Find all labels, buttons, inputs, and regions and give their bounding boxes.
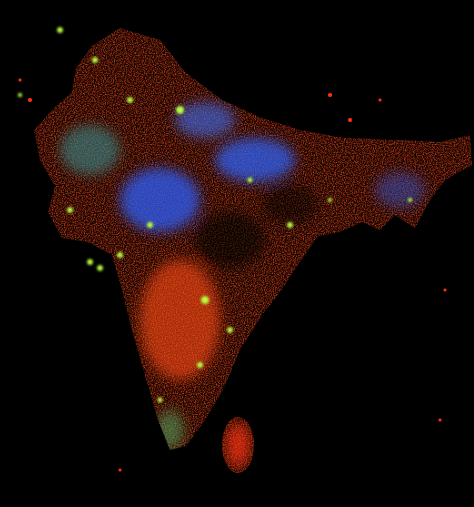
scattered-lights bbox=[18, 78, 447, 472]
city-lights bbox=[18, 27, 412, 403]
